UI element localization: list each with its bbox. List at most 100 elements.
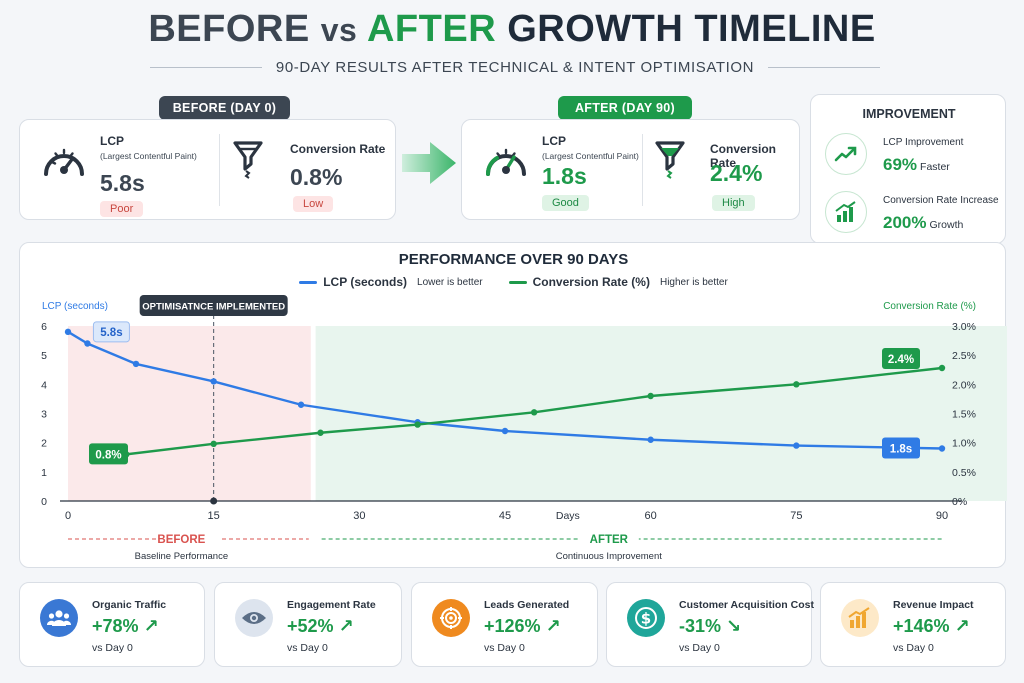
lcp-data-point xyxy=(297,401,305,408)
conversion-data-point xyxy=(793,381,800,388)
kpi-note: vs Day 0 xyxy=(287,642,328,654)
before-conv-name: Conversion Rate xyxy=(290,142,386,156)
subtitle-rule-left xyxy=(150,66,262,68)
kpi-value-number: +78% xyxy=(92,616,139,636)
conv-increase-unit: Growth xyxy=(929,219,964,231)
dollar-icon: $ xyxy=(627,599,665,637)
before-lcp-value: 5.8s xyxy=(100,170,145,196)
arrow-up-right-icon: ↗ xyxy=(338,616,354,636)
conversion-data-point xyxy=(414,421,421,428)
title-after: AFTER xyxy=(366,8,497,50)
y-left-tick-label: 1 xyxy=(41,467,47,479)
x-tick-label: 15 xyxy=(208,510,220,522)
conversion-end-label: 2.4% xyxy=(888,354,914,366)
legend-item-lcp: LCP (seconds) Lower is better xyxy=(299,275,483,289)
y-right-tick-label: 1.5% xyxy=(952,409,976,421)
after-lcp-value: 1.8s xyxy=(542,163,587,189)
subtitle: 90-DAY RESULTS AFTER TECHNICAL & INTENT … xyxy=(275,58,755,76)
x-tick-label: 90 xyxy=(936,510,948,522)
legend-note-conv: Higher is better xyxy=(659,276,728,288)
y-right-axis-label: Conversion Rate (%) xyxy=(883,301,976,312)
lcp-data-point xyxy=(84,340,91,347)
conversion-data-point xyxy=(647,392,654,400)
lcp-start-label: 5.8s xyxy=(100,327,122,339)
after-label: AFTER (DAY 90) xyxy=(558,96,692,120)
kpi-card-leads-generated: Leads Generated +126% ↗ vs Day 0 xyxy=(411,582,598,667)
legend-item-conv: Conversion Rate (%) Higher is better xyxy=(508,275,728,289)
kpi-value: +146% ↗ xyxy=(893,616,970,637)
lcp-data-point xyxy=(938,445,946,452)
before-lcp-badge: Poor xyxy=(100,201,144,217)
y-right-tick-label: 1.0% xyxy=(952,438,976,450)
conv-increase-value: 200% Growth xyxy=(883,213,963,233)
conversion-data-point xyxy=(938,364,946,372)
target-icon xyxy=(432,599,470,637)
kpi-value-number: -31% xyxy=(679,616,722,636)
kpi-value-number: +52% xyxy=(287,616,334,636)
kpi-value: +78% ↗ xyxy=(92,616,159,637)
lcp-data-point xyxy=(647,436,654,443)
y-left-axis-label: LCP (seconds) xyxy=(42,301,108,312)
x-axis-label: Days xyxy=(556,510,580,522)
conversion-data-point xyxy=(210,440,217,448)
y-left-tick-label: 0 xyxy=(41,496,47,508)
before-conv-value: 0.8% xyxy=(290,164,343,190)
title-vs: vs xyxy=(320,12,358,48)
before-bracket-gap xyxy=(156,531,222,547)
lcp-end-label: 1.8s xyxy=(890,444,912,456)
kpi-card-revenue-impact: Revenue Impact +146% ↗ vs Day 0 xyxy=(820,582,1006,667)
after-conv-badge: High xyxy=(712,195,755,211)
conversion-data-point xyxy=(317,429,324,436)
before-card: LCP (Largest Contentful Paint) 5.8s Poor… xyxy=(19,119,396,220)
y-left-tick-label: 4 xyxy=(41,379,47,391)
improvement-title: IMPROVEMENT xyxy=(862,107,956,121)
kpi-note: vs Day 0 xyxy=(92,642,133,654)
legend-swatch-conv xyxy=(508,280,527,284)
subtitle-row: 90-DAY RESULTS AFTER TECHNICAL & INTENT … xyxy=(150,57,881,77)
kpi-card-organic-traffic: Organic Traffic +78% ↗ vs Day 0 xyxy=(19,582,205,667)
lcp-data-point xyxy=(132,360,140,368)
kpi-name: Revenue Impact xyxy=(893,599,974,611)
x-tick-label: 0 xyxy=(65,510,71,522)
y-right-tick-label: 2.0% xyxy=(952,379,976,391)
legend-note-lcp: Lower is better xyxy=(417,276,483,288)
svg-text:$: $ xyxy=(641,610,651,628)
lcp-data-point xyxy=(210,378,217,385)
after-bracket-gap xyxy=(578,531,639,547)
before-lcp-name: LCP xyxy=(100,134,124,148)
conversion-start-label-box xyxy=(89,443,128,465)
conversion-end-label-box xyxy=(882,348,920,369)
y-left-tick-label: 3 xyxy=(41,409,47,421)
kpi-name: Organic Traffic xyxy=(92,599,167,611)
y-left-tick-label: 2 xyxy=(41,438,47,450)
kpi-value-number: +126% xyxy=(484,616,541,636)
before-label: BEFORE (DAY 0) xyxy=(159,96,290,120)
after-zone-sub: Continuous Improvement xyxy=(556,551,662,562)
after-divider xyxy=(642,134,643,206)
page-title: BEFORE vs AFTER GROWTH TIMELINE xyxy=(0,8,1024,51)
chart-title: PERFORMANCE OVER 90 DAYS xyxy=(398,251,629,268)
speedometer-icon xyxy=(482,140,530,185)
conversion-data-point xyxy=(530,409,538,416)
after-card: LCP (Largest Contentful Paint) 1.8s Good… xyxy=(461,119,800,220)
lcp-data-point xyxy=(793,442,800,449)
conv-increase-number: 200% xyxy=(883,213,927,232)
after-conv-name: Conversion Rate xyxy=(710,142,777,170)
title-rest: GROWTH TIMELINE xyxy=(507,8,876,50)
after-lcp-block: LCP (Largest Contentful Paint) xyxy=(542,134,639,161)
transition-arrow-icon xyxy=(402,140,458,191)
x-tick-label: 45 xyxy=(499,510,511,522)
before-conv-badge: Low xyxy=(293,196,334,212)
x-tick-label: 75 xyxy=(790,510,802,522)
kpi-note: vs Day 0 xyxy=(679,642,720,654)
event-label-box xyxy=(139,295,288,316)
arrow-down-right-icon: ↘ xyxy=(726,616,742,636)
revenue-chart-icon xyxy=(841,599,879,637)
kpi-name: Engagement Rate xyxy=(287,599,376,611)
lcp-improvement-value: 69% Faster xyxy=(883,155,950,175)
kpi-value: +52% ↗ xyxy=(287,616,354,637)
lcp-data-point xyxy=(64,328,72,336)
kpi-card-engagement-rate: Engagement Rate +52% ↗ vs Day 0 xyxy=(214,582,402,667)
y-left-tick-label: 5 xyxy=(41,350,47,362)
